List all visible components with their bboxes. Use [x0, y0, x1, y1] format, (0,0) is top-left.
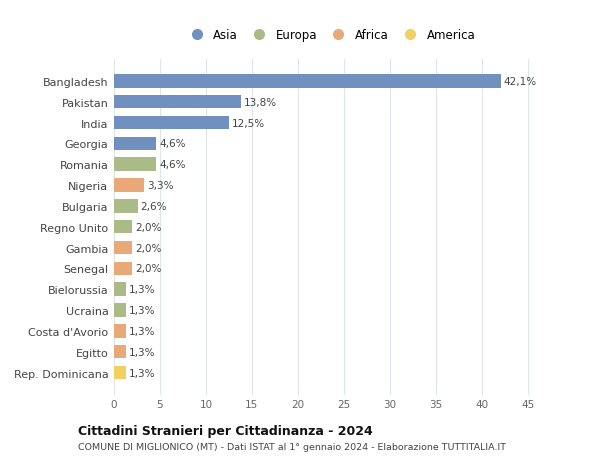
Bar: [114, 366, 126, 380]
Bar: [114, 283, 126, 297]
Text: 2,0%: 2,0%: [135, 264, 161, 274]
Text: COMUNE DI MIGLIONICO (MT) - Dati ISTAT al 1° gennaio 2024 - Elaborazione TUTTITA: COMUNE DI MIGLIONICO (MT) - Dati ISTAT a…: [78, 442, 506, 451]
Text: 1,3%: 1,3%: [129, 347, 155, 357]
Bar: [114, 158, 156, 172]
Bar: [114, 137, 156, 151]
Bar: [114, 325, 126, 338]
Text: 3,3%: 3,3%: [147, 181, 173, 190]
Bar: [114, 262, 133, 275]
Text: 1,3%: 1,3%: [129, 305, 155, 315]
Bar: [114, 220, 133, 234]
Bar: [114, 95, 241, 109]
Text: 13,8%: 13,8%: [244, 97, 277, 107]
Text: 1,3%: 1,3%: [129, 368, 155, 378]
Bar: [114, 179, 145, 192]
Legend: Asia, Europa, Africa, America: Asia, Europa, Africa, America: [181, 25, 479, 45]
Text: 4,6%: 4,6%: [159, 160, 185, 170]
Text: 2,0%: 2,0%: [135, 222, 161, 232]
Text: Cittadini Stranieri per Cittadinanza - 2024: Cittadini Stranieri per Cittadinanza - 2…: [78, 424, 373, 437]
Bar: [114, 303, 126, 317]
Text: 2,0%: 2,0%: [135, 243, 161, 253]
Bar: [114, 117, 229, 130]
Text: 4,6%: 4,6%: [159, 139, 185, 149]
Bar: [114, 200, 138, 213]
Text: 1,3%: 1,3%: [129, 326, 155, 336]
Text: 12,5%: 12,5%: [232, 118, 265, 128]
Text: 1,3%: 1,3%: [129, 285, 155, 295]
Bar: [114, 241, 133, 255]
Bar: [114, 345, 126, 359]
Text: 2,6%: 2,6%: [140, 202, 167, 212]
Bar: [114, 75, 501, 89]
Text: 42,1%: 42,1%: [504, 77, 537, 87]
